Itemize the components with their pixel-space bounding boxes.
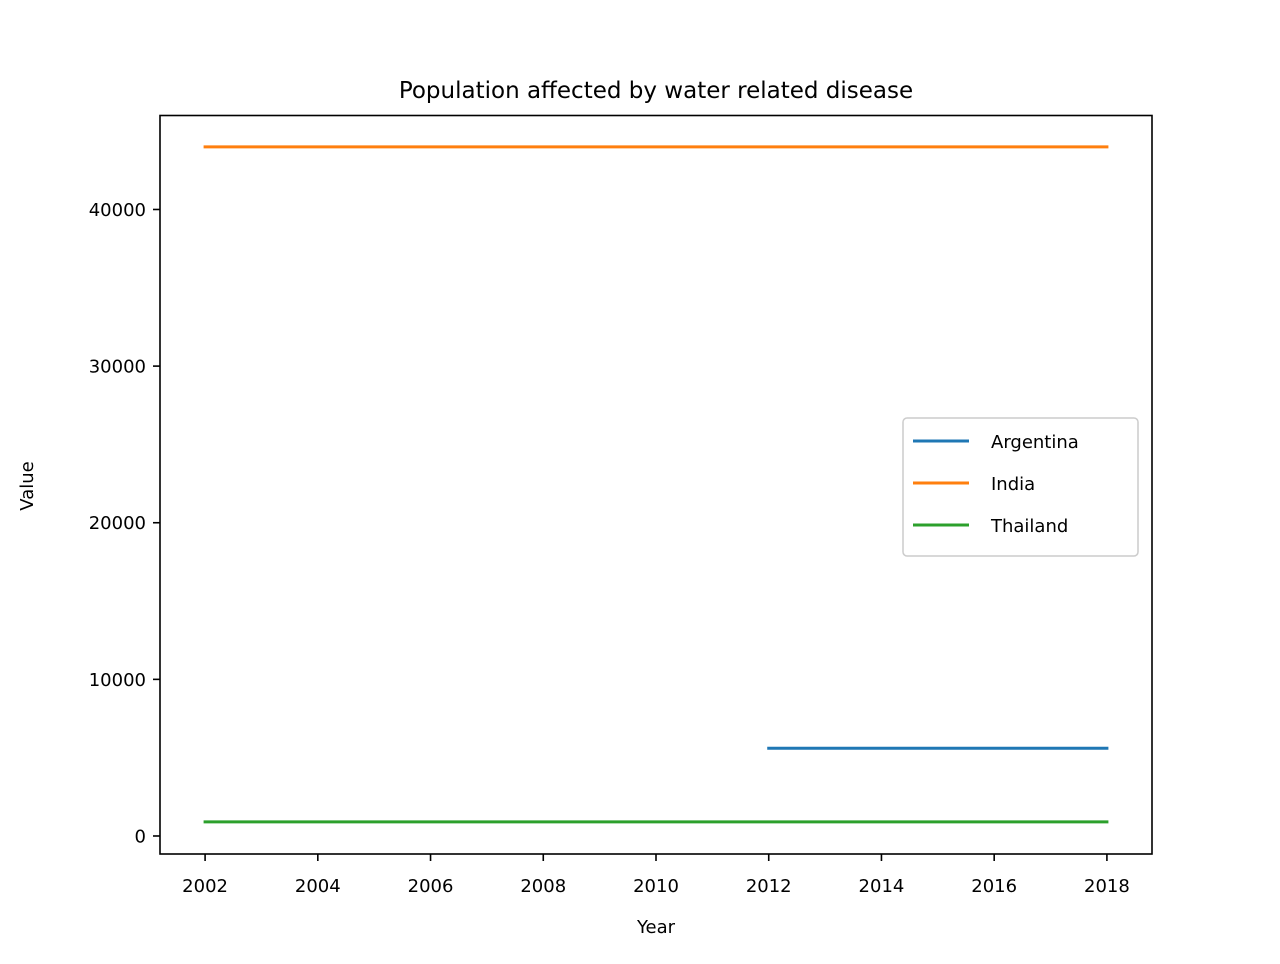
y-tick-label: 20000 — [89, 513, 146, 534]
y-tick-label: 30000 — [89, 357, 146, 378]
legend-label-thailand: Thailand — [990, 516, 1068, 537]
x-tick-label: 2008 — [520, 876, 566, 897]
y-tick-label: 40000 — [89, 200, 146, 221]
x-tick-label: 2014 — [859, 876, 905, 897]
y-tick-label: 10000 — [89, 670, 146, 691]
x-tick-label: 2018 — [1084, 876, 1130, 897]
x-tick-label: 2004 — [295, 876, 341, 897]
x-tick-label: 2012 — [746, 876, 792, 897]
legend-box — [902, 417, 1139, 557]
series-layer — [203, 145, 1109, 824]
y-axis: 0 10000 20000 30000 40000 — [89, 200, 160, 847]
legend-label-india: India — [991, 474, 1035, 495]
y-tick-label: 0 — [135, 826, 146, 847]
x-tick-label: 2010 — [633, 876, 679, 897]
x-tick-label: 2002 — [182, 876, 228, 897]
x-axis-label: Year — [636, 917, 676, 938]
x-tick-label: 2006 — [408, 876, 454, 897]
legend-label-argentina: Argentina — [991, 432, 1079, 453]
y-axis-label: Value — [17, 461, 38, 510]
x-tick-label: 2016 — [971, 876, 1017, 897]
chart-title: Population affected by water related dis… — [399, 78, 913, 104]
legend: Argentina India Thailand — [902, 417, 1139, 557]
x-axis: 2002 2004 2006 2008 2010 2012 2014 2016 2018 — [182, 854, 1130, 897]
